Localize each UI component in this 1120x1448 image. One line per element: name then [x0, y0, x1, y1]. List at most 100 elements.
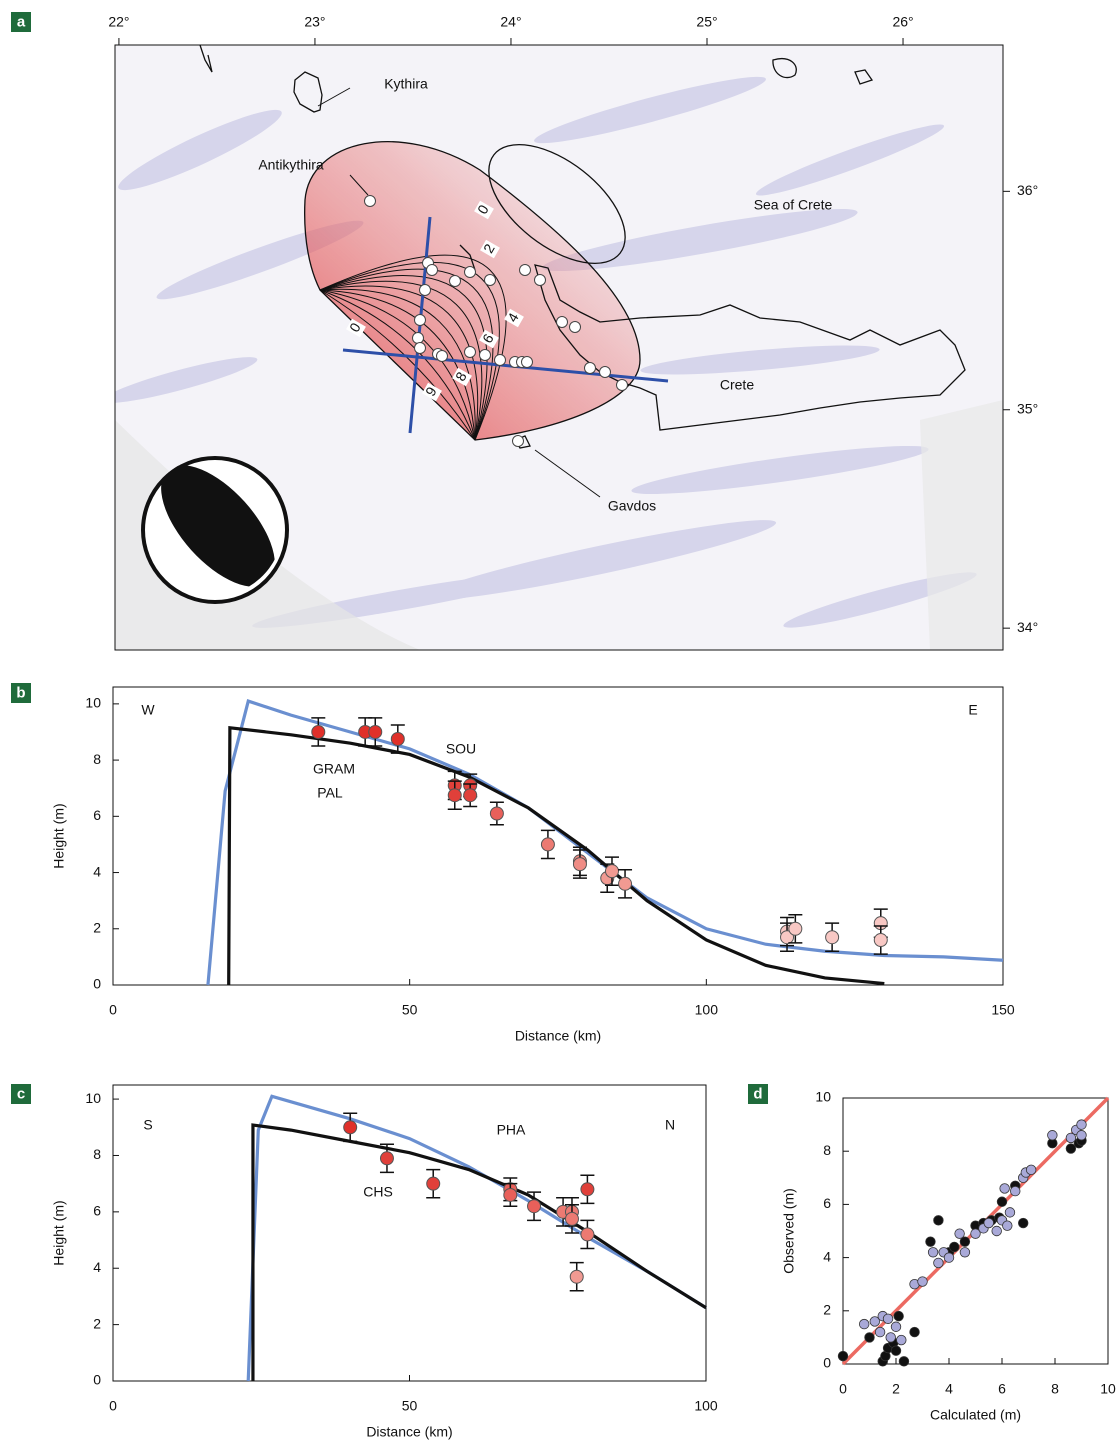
point: [918, 1277, 928, 1287]
y-tick-label: 2: [93, 1315, 101, 1331]
point: [997, 1197, 1007, 1207]
map-site: [520, 265, 531, 276]
annotation: PAL: [317, 785, 343, 801]
observation: [528, 1200, 541, 1213]
observation: [391, 733, 404, 746]
x-tick-label: 25°: [696, 14, 717, 30]
point: [944, 1253, 954, 1263]
point: [992, 1226, 1002, 1236]
annotation: N: [665, 1117, 675, 1133]
observation: [541, 838, 554, 851]
observation: [605, 865, 618, 878]
page: a22°23°24°25°26°34°35°36°0246890KythiraA…: [0, 0, 1120, 1448]
annotation: Gavdos: [608, 498, 656, 514]
map-site: [557, 317, 568, 328]
y-tick-label: 0: [823, 1355, 831, 1371]
point: [897, 1335, 907, 1345]
y-tick-label: 6: [93, 807, 101, 823]
map-site: [427, 265, 438, 276]
panel-label: d: [753, 1085, 762, 1102]
x-tick-label: 8: [1051, 1381, 1059, 1397]
y-tick-label: 8: [823, 1142, 831, 1158]
x-tick-label: 26°: [892, 14, 913, 30]
point: [984, 1218, 994, 1228]
x-tick-label: 10: [1100, 1381, 1116, 1397]
x-tick-label: 0: [109, 1398, 117, 1414]
map-site: [522, 357, 533, 368]
annotation: Kythira: [384, 76, 428, 92]
annotation: SOU: [446, 741, 476, 757]
point: [1000, 1184, 1010, 1194]
map-site: [420, 285, 431, 296]
point: [1018, 1218, 1028, 1228]
map-site: [480, 350, 491, 361]
observation: [874, 934, 887, 947]
x-tick-label: 0: [109, 1002, 117, 1018]
y-tick-label: 2: [93, 919, 101, 935]
map-site: [465, 267, 476, 278]
point: [891, 1346, 901, 1356]
panel-label: a: [17, 13, 26, 30]
point: [960, 1247, 970, 1257]
observation: [369, 725, 382, 738]
y-axis-label: Height (m): [51, 1200, 67, 1265]
annotation: E: [968, 702, 977, 718]
y-tick-label: 4: [93, 1259, 101, 1275]
point: [955, 1229, 965, 1239]
point: [934, 1258, 944, 1268]
map-site: [495, 355, 506, 366]
point: [1005, 1208, 1015, 1218]
x-tick-label: 24°: [500, 14, 521, 30]
point: [1010, 1186, 1020, 1196]
observation: [565, 1212, 578, 1225]
map-site: [365, 196, 376, 207]
x-tick-label: 0: [839, 1381, 847, 1397]
point: [950, 1242, 960, 1252]
y-tick-label: 10: [815, 1089, 831, 1105]
model-line: [248, 1096, 706, 1381]
point: [934, 1216, 944, 1226]
observation: [490, 807, 503, 820]
y-tick-label: 10: [85, 1090, 101, 1106]
map-site: [600, 367, 611, 378]
x-tick-label: 50: [402, 1398, 418, 1414]
map-site: [570, 322, 581, 333]
map-site: [415, 343, 426, 354]
y-tick-label: 34°: [1017, 619, 1038, 635]
y-tick-label: 6: [93, 1203, 101, 1219]
observation: [448, 789, 461, 802]
point: [886, 1333, 896, 1343]
point: [899, 1357, 909, 1367]
map-site: [465, 347, 476, 358]
observation: [312, 725, 325, 738]
annotation: W: [141, 702, 155, 718]
point: [1048, 1130, 1058, 1140]
map-site: [413, 333, 424, 344]
x-tick-label: 50: [402, 1002, 418, 1018]
point: [883, 1314, 893, 1324]
point: [894, 1311, 904, 1321]
observation: [504, 1188, 517, 1201]
point: [928, 1247, 938, 1257]
y-axis-label: Observed (m): [781, 1188, 797, 1274]
y-tick-label: 35°: [1017, 400, 1038, 416]
observation: [789, 922, 802, 935]
y-tick-label: 0: [93, 1372, 101, 1388]
map-site: [415, 315, 426, 326]
x-axis-label: Distance (km): [515, 1028, 601, 1044]
x-tick-label: 23°: [304, 14, 325, 30]
panel-label: c: [17, 1085, 25, 1102]
annotation: Antikythira: [258, 157, 324, 173]
observation: [581, 1228, 594, 1241]
x-tick-label: 150: [991, 1002, 1015, 1018]
point: [910, 1327, 920, 1337]
point: [1077, 1120, 1087, 1130]
point: [865, 1333, 875, 1343]
annotation: PHA: [497, 1122, 526, 1138]
observation: [619, 877, 632, 890]
map-site: [437, 351, 448, 362]
x-axis-label: Calculated (m): [930, 1407, 1021, 1423]
x-tick-label: 6: [998, 1381, 1006, 1397]
observation: [570, 1270, 583, 1283]
annotation: Sea of Crete: [754, 197, 833, 213]
